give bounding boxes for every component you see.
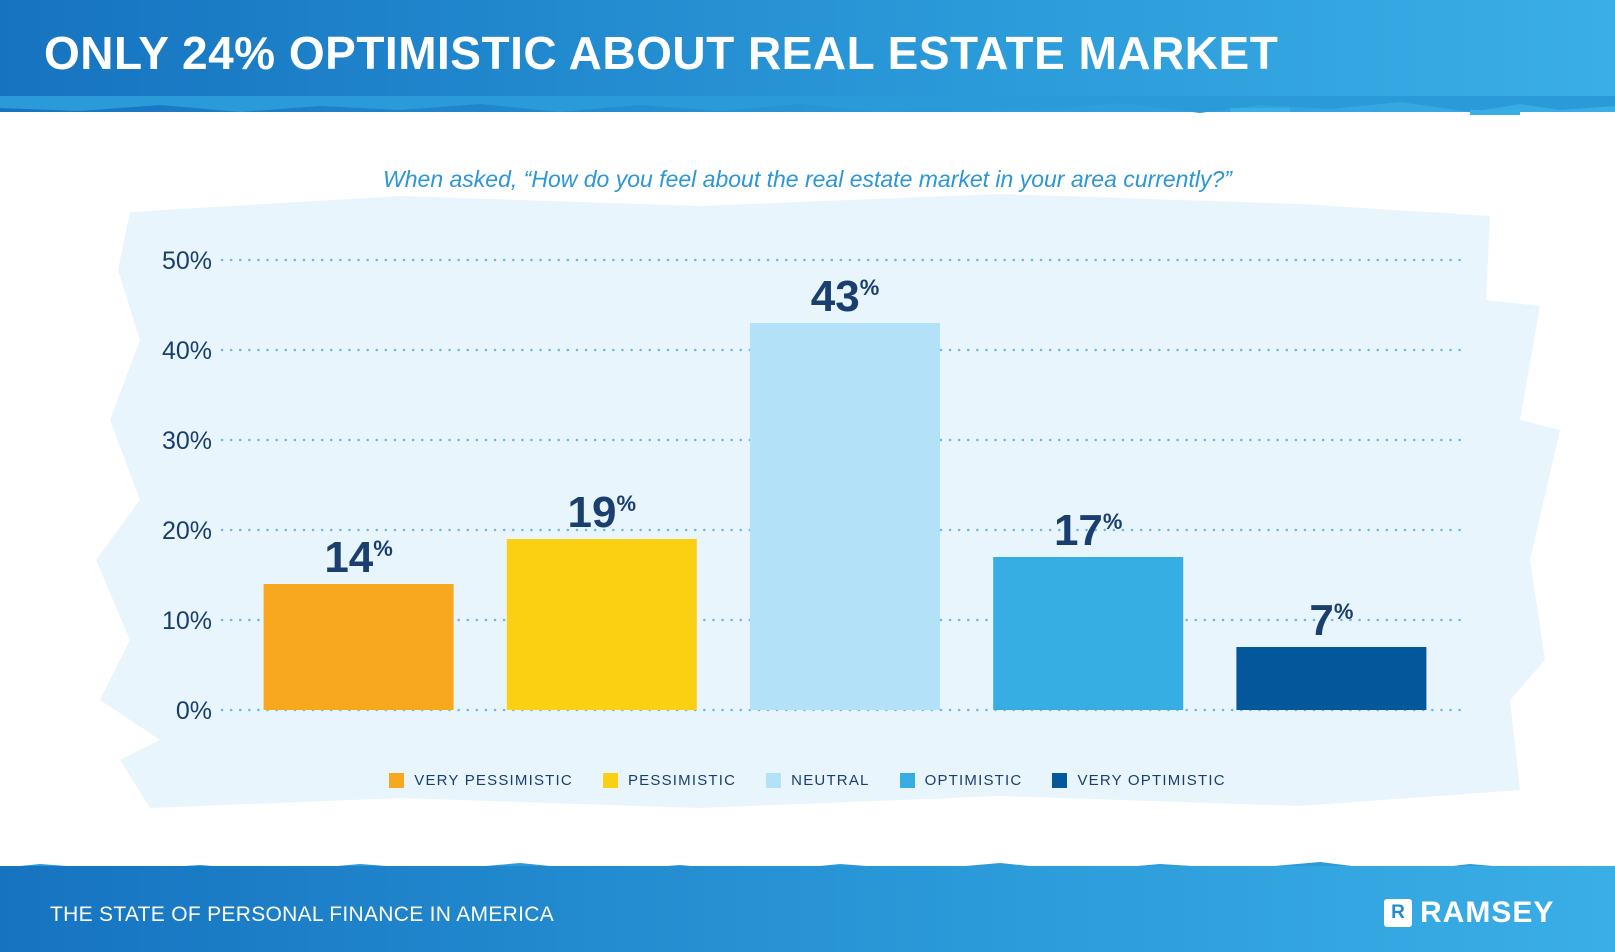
- bar-value-label: 19%: [568, 488, 637, 537]
- legend-swatch: [899, 773, 915, 788]
- footer-band: [0, 866, 1615, 952]
- legend-item-neutral: NEUTRAL: [766, 772, 869, 789]
- logo-mark: R: [1384, 899, 1412, 927]
- bar: [750, 323, 940, 710]
- header-band: [0, 0, 1615, 112]
- bar-value-label: 14%: [324, 533, 393, 582]
- bar: [1236, 647, 1427, 710]
- legend-item-very-optimistic: VERY OPTIMISTIC: [1052, 772, 1225, 789]
- chart-legend: VERY PESSIMISTIC PESSIMISTIC NEUTRAL OPT…: [0, 772, 1615, 789]
- legend-label: VERY PESSIMISTIC: [414, 772, 573, 789]
- bar: [263, 584, 454, 710]
- legend-label: PESSIMISTIC: [627, 772, 737, 789]
- y-tick-label: 30%: [162, 427, 212, 455]
- bar-value-label: 43%: [811, 272, 880, 321]
- legend-swatch: [602, 773, 618, 788]
- legend-swatch: [766, 773, 782, 788]
- bar-value-label: 17%: [1054, 506, 1123, 555]
- bar: [993, 557, 1184, 710]
- legend-swatch: [1052, 773, 1068, 788]
- ramsey-logo: R RAMSEY: [1384, 896, 1554, 930]
- header-brush-edge: [0, 96, 1615, 115]
- y-tick-label: 20%: [162, 517, 212, 545]
- legend-label: OPTIMISTIC: [924, 772, 1023, 789]
- y-tick-label: 0%: [176, 697, 212, 725]
- bar: [506, 539, 697, 710]
- y-tick-label: 10%: [162, 607, 212, 635]
- y-tick-label: 50%: [162, 247, 212, 275]
- legend-label: VERY OPTIMISTIC: [1077, 772, 1226, 789]
- page-title: ONLY 24% OPTIMISTIC ABOUT REAL ESTATE MA…: [44, 27, 1279, 79]
- y-tick-label: 40%: [162, 337, 212, 365]
- chart-subtitle: When asked, “How do you feel about the r…: [383, 166, 1232, 192]
- legend-item-pessimistic: PESSIMISTIC: [602, 772, 737, 789]
- legend-label: NEUTRAL: [791, 772, 870, 789]
- legend-swatch: [389, 773, 405, 788]
- logo-text: RAMSEY: [1420, 896, 1555, 929]
- legend-item-optimistic: OPTIMISTIC: [899, 772, 1023, 789]
- legend-item-very-pessimistic: VERY PESSIMISTIC: [389, 772, 573, 789]
- bar-value-label: 7%: [1309, 596, 1353, 645]
- footer-text: THE STATE OF PERSONAL FINANCE IN AMERICA: [50, 903, 555, 926]
